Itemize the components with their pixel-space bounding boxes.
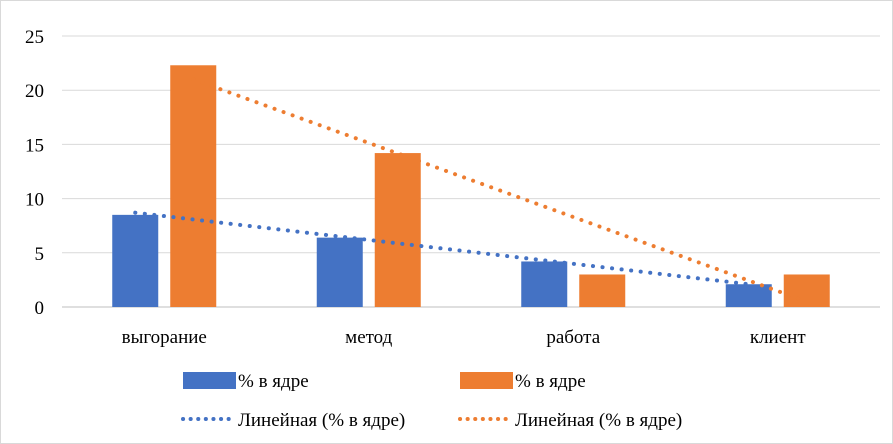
trendlines: [133, 77, 809, 304]
legend-label-trendline-2: Линейная (% в ядре): [515, 410, 682, 431]
bar-series-1-работа: [521, 261, 568, 307]
y-tick-label: 0: [35, 298, 45, 319]
x-category-label: выгорание: [122, 327, 207, 348]
bar-series-2-выгорание: [170, 65, 217, 307]
bar-series-1-выгорание: [112, 214, 159, 307]
bar-series-1-метод: [316, 237, 363, 307]
legend-label-series-2: % в ядре: [515, 371, 586, 392]
legend-label-series-1: % в ядре: [238, 371, 309, 392]
legend-swatch-series-2: [460, 372, 513, 389]
x-category-label: клиент: [750, 327, 806, 348]
legend-swatch-series-1: [183, 372, 236, 389]
bar-series-2-метод: [374, 153, 421, 307]
x-category-label: метод: [345, 327, 392, 348]
legend: % в ядре % в ядре Линейная (% в ядре) Ли…: [181, 371, 682, 431]
bar-series-1-клиент: [725, 284, 772, 307]
trendline-series-1: [133, 210, 751, 287]
y-tick-label: 20: [25, 81, 44, 102]
y-tick-label: 5: [35, 244, 45, 265]
legend-label-trendline-1: Линейная (% в ядре): [238, 410, 405, 431]
x-axis: выгорание метод работа клиент: [122, 327, 807, 348]
bars: [112, 65, 830, 307]
bar-series-2-клиент: [783, 274, 830, 307]
y-axis: 0 5 10 15 20 25: [25, 27, 44, 319]
trendline-series-2: [191, 77, 809, 304]
y-tick-label: 15: [25, 135, 44, 156]
bar-series-2-работа: [579, 274, 626, 307]
y-tick-label: 25: [25, 27, 44, 48]
y-tick-label: 10: [25, 190, 44, 211]
x-category-label: работа: [546, 327, 600, 348]
